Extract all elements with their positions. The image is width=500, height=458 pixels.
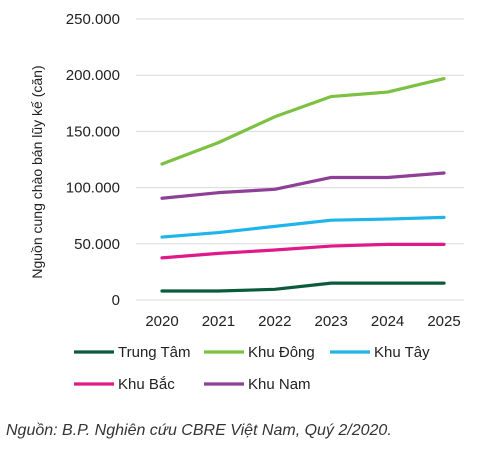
- chart-canvas: 0 50.000 100.000 150.000 200.000 250.000 2020…: [29, 11, 464, 393]
- legend-label: Trung Tâm: [118, 344, 191, 361]
- series-lines: [160, 76, 446, 293]
- legend-label: Khu Tây: [374, 344, 430, 361]
- series-line: [160, 281, 446, 293]
- y-tick-label: 200.000: [66, 67, 120, 84]
- line-chart: 0 50.000 100.000 150.000 200.000 250.000 2020…: [29, 11, 464, 393]
- x-tick-label: 2024: [371, 313, 404, 330]
- x-tick-label: 2023: [315, 313, 348, 330]
- y-tick-label: 150.000: [66, 123, 120, 140]
- legend-label: Khu Đông: [248, 344, 315, 361]
- x-tick-label: 2025: [427, 313, 460, 330]
- y-axis-ticks: 0 50.000 100.000 150.000 200.000 250.000: [66, 11, 120, 309]
- y-tick-label: 100.000: [66, 180, 120, 197]
- source-caption: Nguồn: B.P. Nghiên cứu CBRE Việt Nam, Qu…: [6, 422, 392, 439]
- x-tick-label: 2020: [145, 313, 178, 330]
- series-line: [160, 76, 446, 166]
- series-line: [160, 242, 446, 260]
- y-tick-label: 250.000: [66, 11, 120, 28]
- x-tick-label: 2022: [258, 313, 291, 330]
- series-line: [160, 215, 446, 239]
- series-line: [160, 171, 446, 200]
- legend-label: Khu Nam: [248, 376, 311, 393]
- x-axis-ticks: 2020 2021 2022 2023 2024 2025: [145, 313, 460, 330]
- y-tick-label: 50.000: [74, 236, 120, 253]
- y-tick-label: 0: [112, 292, 120, 309]
- legend: Trung Tâm Khu Đông Khu Tây Khu Bắc Khu Nam: [74, 344, 430, 393]
- legend-label: Khu Bắc: [118, 376, 175, 393]
- y-axis-title: Nguồn cung chào bán lũy kế (căn): [29, 65, 45, 278]
- gridlines: [136, 18, 464, 301]
- x-tick-label: 2021: [202, 313, 235, 330]
